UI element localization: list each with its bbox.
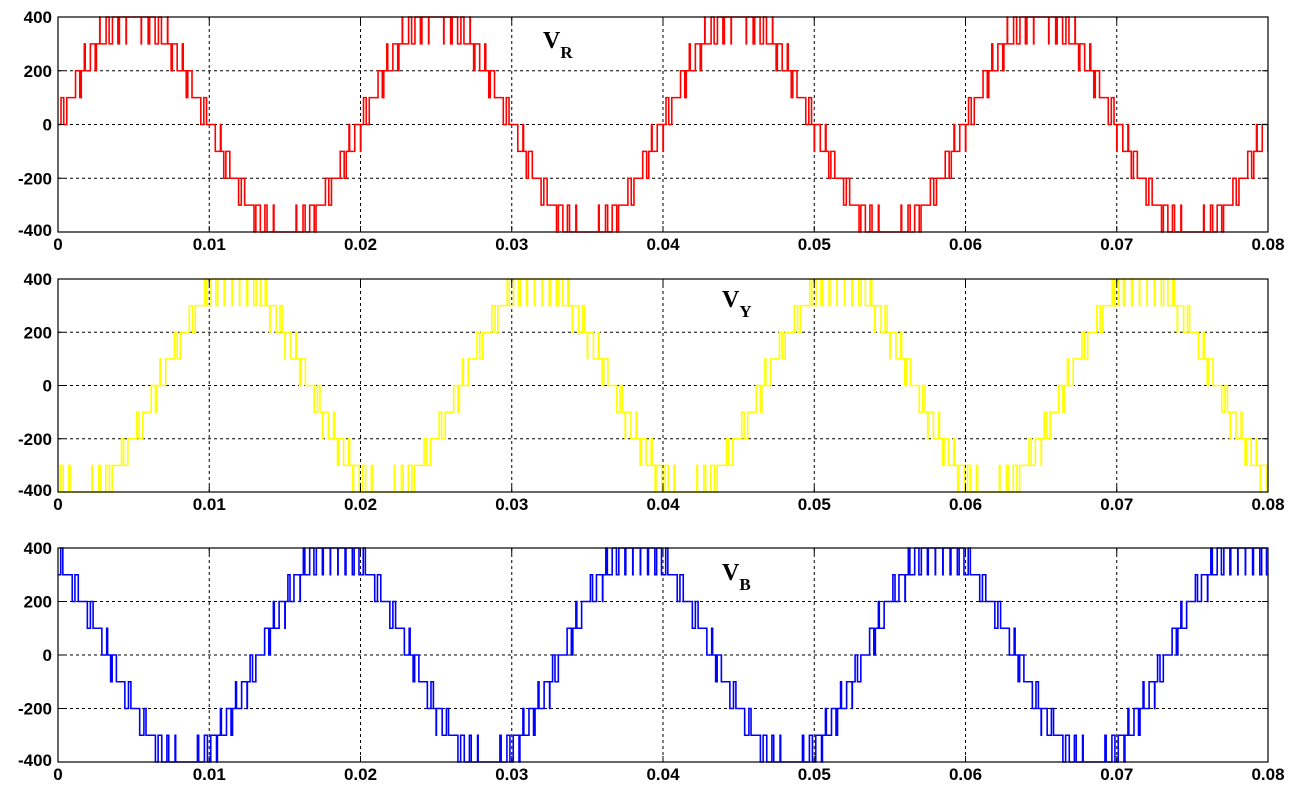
x-tick-label: 0.01 [193,235,226,254]
y-tick-label: 0 [43,116,52,135]
x-tick-label: 0.05 [798,495,831,514]
x-tick-label: 0.08 [1251,495,1284,514]
y-tick-label: 400 [24,539,52,558]
y-tick-label: -400 [18,751,52,770]
chart-panel-2: 0 0.01 0.02 0.03 0.04 0.05 0.06 0.07 0.08 400 200 0… [18,539,1285,784]
x-tick-label: 0.06 [949,495,982,514]
series-label-y: VY [722,287,752,321]
x-tick-label: 0.08 [1251,235,1284,254]
x-tick-label: 0.01 [193,495,226,514]
x-tick-label: 0.06 [949,765,982,784]
chart-panel-1: 0 0.01 0.02 0.03 0.04 0.05 0.06 0.07 0.08 400 200 0… [18,270,1285,514]
series-label-r: VR [543,28,573,62]
x-tick-label: 0 [53,495,62,514]
x-tick-label: 0 [53,235,62,254]
y-tick-label: 200 [24,593,52,612]
y-tick-label: 400 [24,270,52,289]
x-tick-label: 0 [53,765,62,784]
x-tick-label: 0.05 [798,235,831,254]
x-tick-label: 0.03 [495,235,528,254]
x-tick-label: 0.02 [344,495,377,514]
x-tick-label: 0.02 [344,765,377,784]
x-tick-label: 0.04 [646,765,680,784]
chart-panel-0: 0 0.01 0.02 0.03 0.04 0.05 0.06 0.07 0.08 400 200 0… [18,8,1285,254]
x-tick-label: 0.04 [646,235,680,254]
y-tick-label: 200 [24,323,52,342]
x-tick-label: 0.08 [1251,765,1284,784]
y-tick-label: 400 [24,8,52,27]
x-tick-label: 0.07 [1100,235,1133,254]
series-label-b: VB [722,560,751,594]
y-tick-label: 0 [43,646,52,665]
series-line-b [58,547,1268,763]
x-tick-label: 0.05 [798,765,831,784]
y-tick-label: -200 [18,430,52,449]
y-tick-label: -200 [18,169,52,188]
y-tick-label: -200 [18,700,52,719]
x-tick-label: 0.07 [1100,765,1133,784]
y-tick-label: -400 [18,481,52,500]
x-tick-label: 0.06 [949,235,982,254]
x-tick-label: 0.03 [495,495,528,514]
x-tick-label: 0.02 [344,235,377,254]
x-tick-label: 0.07 [1100,495,1133,514]
y-tick-label: 200 [24,62,52,81]
x-tick-label: 0.04 [646,495,680,514]
y-tick-label: -400 [18,221,52,240]
x-tick-label: 0.03 [495,765,528,784]
x-tick-label: 0.01 [193,765,226,784]
y-tick-label: 0 [43,377,52,396]
